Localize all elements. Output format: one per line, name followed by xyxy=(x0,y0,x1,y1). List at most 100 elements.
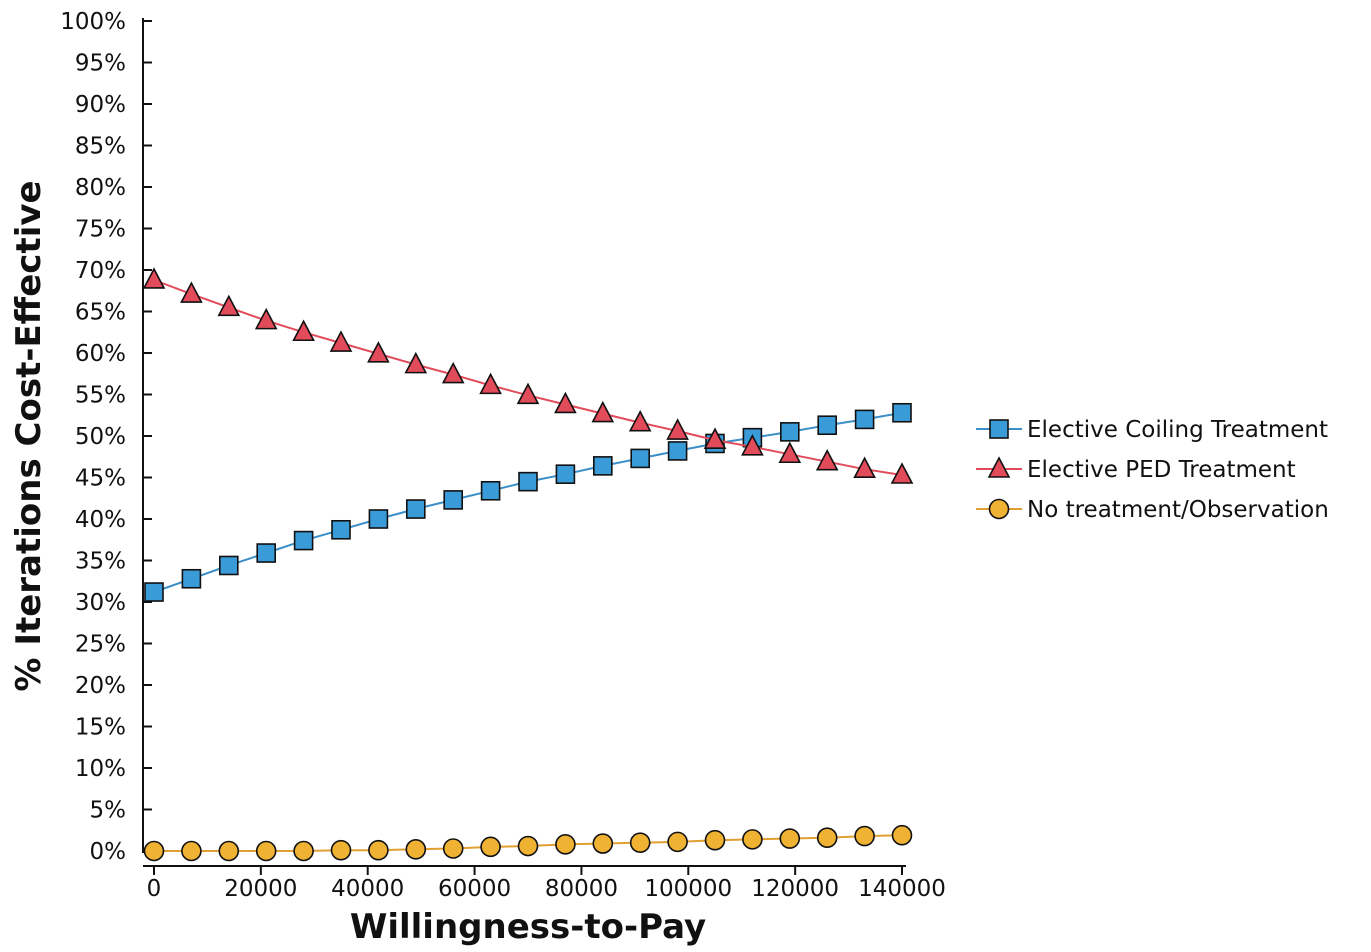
y-tick-label: 35% xyxy=(75,549,126,575)
data-point xyxy=(667,441,688,461)
legend-marker xyxy=(988,498,1010,520)
data-point xyxy=(144,582,164,602)
y-tick-label: 40% xyxy=(75,507,126,533)
y-tick-label: 70% xyxy=(75,258,126,284)
data-point xyxy=(181,840,202,862)
data-point xyxy=(142,267,166,289)
data-point xyxy=(517,835,539,857)
data-point xyxy=(741,434,764,456)
x-tick-label: 20000 xyxy=(224,876,297,902)
data-point xyxy=(442,838,464,859)
legend-item: Elective PED Treatment xyxy=(976,456,1296,483)
data-point xyxy=(292,319,315,342)
x-tick-label: 140000 xyxy=(858,876,946,902)
data-point xyxy=(779,422,800,442)
y-tick-label: 100% xyxy=(60,9,126,35)
data-point xyxy=(555,464,576,484)
data-point xyxy=(816,827,838,849)
data-point xyxy=(368,509,389,529)
data-point xyxy=(180,281,203,303)
legend: Elective Coiling Treatment Elective PED T… xyxy=(976,417,1329,523)
data-point xyxy=(779,828,801,849)
data-point xyxy=(630,448,651,469)
y-tick-label: 90% xyxy=(75,92,126,118)
legend-marker xyxy=(987,456,1011,478)
x-tick-label: 40000 xyxy=(331,876,404,902)
x-tick-label: 120000 xyxy=(751,876,839,902)
y-tick-label: 20% xyxy=(75,673,126,699)
y-tick-label: 30% xyxy=(75,590,126,616)
legend-label: Elective PED Treatment xyxy=(1027,457,1296,483)
data-point xyxy=(480,836,501,858)
data-point xyxy=(441,361,465,384)
data-point xyxy=(367,341,390,363)
data-point xyxy=(329,330,353,352)
data-point xyxy=(815,449,839,471)
data-point xyxy=(293,840,314,862)
data-point xyxy=(368,839,389,861)
data-point xyxy=(742,829,763,850)
data-point xyxy=(219,555,239,576)
y-tick-label: 60% xyxy=(75,341,126,367)
data-point xyxy=(181,568,202,589)
y-tick-label: 95% xyxy=(75,51,126,77)
x-tick-label: 0 xyxy=(147,876,162,902)
data-point xyxy=(853,456,876,479)
data-point xyxy=(628,410,652,432)
y-tick-label: 15% xyxy=(75,715,126,741)
data-point xyxy=(817,415,838,436)
data-point xyxy=(704,829,726,851)
y-tick-label: 0% xyxy=(90,839,127,865)
data-point xyxy=(890,462,914,484)
data-point xyxy=(516,382,540,405)
y-tick-label: 50% xyxy=(75,424,126,450)
data-point xyxy=(405,839,427,860)
data-point xyxy=(591,400,615,423)
y-tick-label: 25% xyxy=(75,632,126,658)
y-tick-label: 65% xyxy=(75,300,126,326)
series-elective-coiling-treatment xyxy=(144,402,912,602)
data-point xyxy=(629,832,651,854)
data-point xyxy=(854,409,875,430)
x-tick-label: 100000 xyxy=(644,876,732,902)
y-tick-label: 80% xyxy=(75,175,126,201)
data-point xyxy=(254,307,278,330)
y-tick-label: 10% xyxy=(75,756,126,782)
data-point xyxy=(518,471,538,492)
data-point xyxy=(854,825,875,847)
data-point xyxy=(480,480,501,501)
legend-item: Elective Coiling Treatment xyxy=(976,417,1328,443)
x-tick-label: 80000 xyxy=(545,876,618,902)
data-point xyxy=(217,294,241,317)
x-axis-title: Willingness-to-Pay xyxy=(350,907,706,947)
legend-item: No treatment/Observation xyxy=(976,497,1329,523)
data-point xyxy=(892,402,912,423)
y-tick-label: 85% xyxy=(75,134,126,160)
data-point xyxy=(443,490,464,510)
x-tick-label: 60000 xyxy=(438,876,511,902)
data-point xyxy=(330,839,352,861)
y-tick-label: 45% xyxy=(75,466,126,492)
data-point xyxy=(293,530,314,551)
y-tick-label: 5% xyxy=(90,798,127,824)
data-point xyxy=(703,427,727,449)
data-point xyxy=(479,372,502,395)
data-point xyxy=(555,834,576,855)
data-point xyxy=(404,351,428,374)
data-point xyxy=(666,418,689,440)
data-point xyxy=(143,840,165,862)
data-point xyxy=(218,840,240,862)
legend-label: No treatment/Observation xyxy=(1027,497,1329,523)
y-tick-label: 75% xyxy=(75,217,126,243)
plot-area xyxy=(142,267,914,862)
y-axis-title: % Iterations Cost-Effective xyxy=(9,180,49,691)
data-point xyxy=(592,833,614,854)
data-point xyxy=(778,441,802,464)
series-elective-ped-treatment xyxy=(142,267,914,484)
data-point xyxy=(405,499,426,519)
data-point xyxy=(667,831,688,853)
data-point xyxy=(592,456,613,476)
data-point xyxy=(891,824,913,846)
